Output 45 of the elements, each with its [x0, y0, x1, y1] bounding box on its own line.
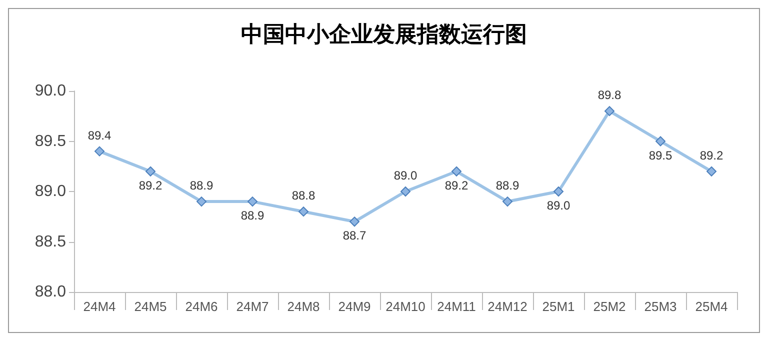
point: [656, 136, 666, 146]
x-tick-label: 25M2: [593, 299, 626, 314]
x-tick-label: 24M7: [236, 299, 269, 314]
y-tick-label: 89.0: [34, 183, 66, 200]
x-tick-label: 24M11: [437, 299, 476, 314]
point: [502, 196, 512, 207]
x-tick-label: 25M3: [644, 299, 677, 314]
y-tick-label: 88.0: [34, 284, 66, 300]
point: [94, 146, 104, 156]
point: [604, 106, 614, 116]
data-label: 89.4: [88, 128, 112, 142]
data-label: 89.2: [138, 178, 162, 192]
x-tick-label: 24M9: [338, 299, 371, 314]
data-label: 89.5: [648, 148, 672, 162]
x-tick-label: 24M6: [185, 299, 218, 314]
y-tick-label: 88.5: [34, 233, 66, 250]
data-label: 88.9: [190, 178, 214, 193]
point: [146, 166, 156, 176]
point: [196, 196, 206, 207]
x-tick-label: 24M5: [134, 299, 167, 314]
data-label: 88.7: [342, 228, 366, 243]
point: [248, 196, 258, 207]
x-tick-label: 24M10: [386, 299, 426, 314]
point: [298, 206, 308, 217]
data-label: 88.9: [240, 208, 264, 223]
data-label: 88.8: [292, 188, 316, 203]
data-label: 89.2: [444, 178, 468, 192]
x-tick-label: 24M12: [488, 299, 528, 314]
point: [400, 186, 410, 196]
chart-title: 中国中小企业发展指数运行图: [241, 22, 527, 48]
point: [350, 216, 360, 227]
x-tick-label: 24M4: [83, 299, 116, 314]
data-label: 88.9: [496, 178, 520, 193]
data-label: 89.0: [394, 168, 418, 182]
point: [452, 166, 462, 176]
y-tick-label: 89.5: [34, 132, 66, 150]
x-tick-label: 25M1: [542, 299, 575, 314]
x-tick-label: 25M4: [695, 299, 728, 314]
data-label: 89.0: [546, 198, 570, 212]
point: [554, 186, 564, 196]
data-label: 89.8: [598, 88, 622, 102]
y-tick-label: 90.0: [34, 82, 66, 100]
data-label: 89.2: [700, 148, 724, 162]
x-tick-label: 24M8: [287, 299, 320, 314]
point: [706, 166, 716, 176]
